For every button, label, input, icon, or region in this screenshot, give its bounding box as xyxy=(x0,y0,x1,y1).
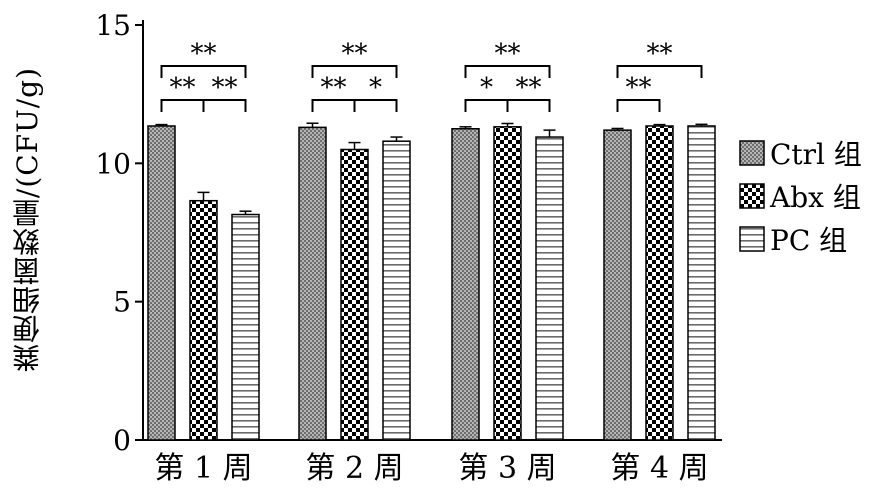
bar xyxy=(687,125,716,441)
y-tick-label: 10 xyxy=(95,147,131,180)
bar xyxy=(189,199,218,441)
bar xyxy=(535,136,564,441)
bar xyxy=(603,129,632,441)
significance-label: ** xyxy=(342,39,368,69)
significance-bracket xyxy=(202,99,247,112)
bar xyxy=(451,128,480,441)
bar xyxy=(231,213,260,441)
bar xyxy=(298,126,327,441)
legend-swatch xyxy=(739,183,765,209)
legend-swatch xyxy=(739,140,765,166)
significance-label: ** xyxy=(170,73,196,103)
significance-bracket xyxy=(311,65,398,78)
significance-bracket xyxy=(616,99,661,112)
bars xyxy=(147,125,716,441)
x-tick-label: 第 2 周 xyxy=(305,451,403,486)
significance-bracket xyxy=(506,99,551,112)
y-tick-label: 5 xyxy=(113,286,131,319)
x-tick-label: 第 4 周 xyxy=(610,451,708,486)
x-tick-label: 第 3 周 xyxy=(458,451,556,486)
significance-label: ** xyxy=(321,73,347,103)
significance-bracket xyxy=(464,65,551,78)
significance-label: ** xyxy=(191,39,217,69)
error-bars xyxy=(155,122,708,215)
y-tick-label: 0 xyxy=(113,424,131,457)
legend-label: Ctrl 组 xyxy=(770,138,862,171)
legend: Ctrl 组 Abx 组 PC 组 xyxy=(739,138,862,257)
bar xyxy=(382,140,411,441)
significance-label: ** xyxy=(495,39,521,69)
significance-label: * xyxy=(480,73,493,103)
significance-label: ** xyxy=(212,73,238,103)
legend-swatch xyxy=(739,226,765,252)
significance-label: ** xyxy=(647,39,673,69)
bar xyxy=(340,148,369,441)
legend-label: PC 组 xyxy=(770,224,847,257)
bar xyxy=(147,125,176,441)
bar xyxy=(493,126,522,441)
significance-bracket xyxy=(353,99,398,112)
significance-label: ** xyxy=(626,73,652,103)
bar xyxy=(645,125,674,441)
significance-brackets: **** ****** **** ****** xyxy=(160,39,703,112)
legend-label: Abx 组 xyxy=(769,181,861,214)
significance-bracket xyxy=(616,65,703,78)
x-tick-label: 第 1 周 xyxy=(154,451,252,486)
significance-label: ** xyxy=(516,73,542,103)
significance-label: * xyxy=(369,73,382,103)
axes: 0 5 10 15 第 1 周 第 2 周 第 3 周 第 4 周 xyxy=(95,9,722,486)
significance-bracket xyxy=(160,65,247,78)
y-tick-label: 15 xyxy=(95,9,131,42)
